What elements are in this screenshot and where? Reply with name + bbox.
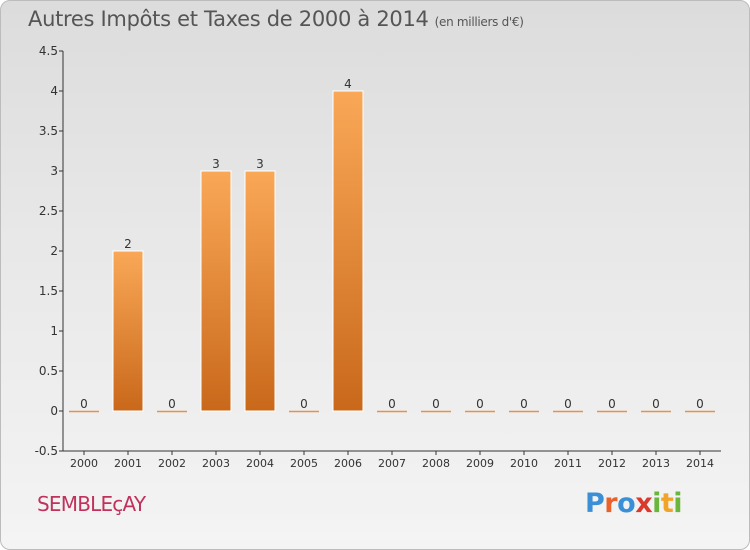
x-tick-label: 2011 — [554, 457, 582, 470]
x-tick-label: 2004 — [246, 457, 274, 470]
x-tick-label: 2007 — [378, 457, 406, 470]
chart-title: Autres Impôts et Taxes de 2000 à 2014 (en… — [28, 7, 524, 31]
bar-2006[interactable] — [332, 90, 364, 412]
y-tick-label: 2.5 — [39, 204, 58, 218]
data-label-2008: 0 — [432, 397, 440, 411]
x-tick-label: 2014 — [686, 457, 714, 470]
data-label-2011: 0 — [564, 397, 572, 411]
y-tick-label: 4.5 — [39, 44, 58, 58]
x-tick-label: 2000 — [70, 457, 98, 470]
data-label-2002: 0 — [168, 397, 176, 411]
bar-2004[interactable] — [244, 170, 276, 412]
x-tick-label: 2003 — [202, 457, 230, 470]
data-label-2014: 0 — [696, 397, 704, 411]
data-label-2009: 0 — [476, 397, 484, 411]
proxiti-logo[interactable]: Proxiti — [585, 488, 683, 519]
bar-2003[interactable] — [200, 170, 232, 412]
data-label-2001: 2 — [124, 237, 132, 251]
y-tick-label: 1.5 — [39, 284, 58, 298]
x-tick-label: 2002 — [158, 457, 186, 470]
data-label-2006: 4 — [344, 77, 352, 91]
data-label-2007: 0 — [388, 397, 396, 411]
data-label-2013: 0 — [652, 397, 660, 411]
y-tick-label: 3 — [50, 164, 58, 178]
chart-subtitle: (en milliers d'€) — [434, 15, 524, 29]
x-tick-label: 2001 — [114, 457, 142, 470]
y-tick-label: 4 — [50, 84, 58, 98]
x-tick-label: 2006 — [334, 457, 362, 470]
bar-2001[interactable] — [112, 250, 144, 412]
data-label-2003: 3 — [212, 157, 220, 171]
x-tick-label: 2013 — [642, 457, 670, 470]
data-label-2005: 0 — [300, 397, 308, 411]
x-tick-label: 2008 — [422, 457, 450, 470]
chart-title-text: Autres Impôts et Taxes de 2000 à 2014 — [28, 7, 429, 31]
data-label-2000: 0 — [80, 397, 88, 411]
x-tick-label: 2010 — [510, 457, 538, 470]
y-tick-label: -0.5 — [35, 444, 58, 458]
y-tick-label: 2 — [50, 244, 58, 258]
y-tick-label: 1 — [50, 324, 58, 338]
data-label-2010: 0 — [520, 397, 528, 411]
data-label-2004: 3 — [256, 157, 264, 171]
commune-name: SEMBLEçAY — [37, 492, 146, 516]
x-tick-label: 2005 — [290, 457, 318, 470]
y-tick-label: 3.5 — [39, 124, 58, 138]
x-tick-label: 2009 — [466, 457, 494, 470]
x-tick-label: 2012 — [598, 457, 626, 470]
y-tick-label: 0 — [50, 404, 58, 418]
y-tick-label: 0.5 — [39, 364, 58, 378]
data-label-2012: 0 — [608, 397, 616, 411]
